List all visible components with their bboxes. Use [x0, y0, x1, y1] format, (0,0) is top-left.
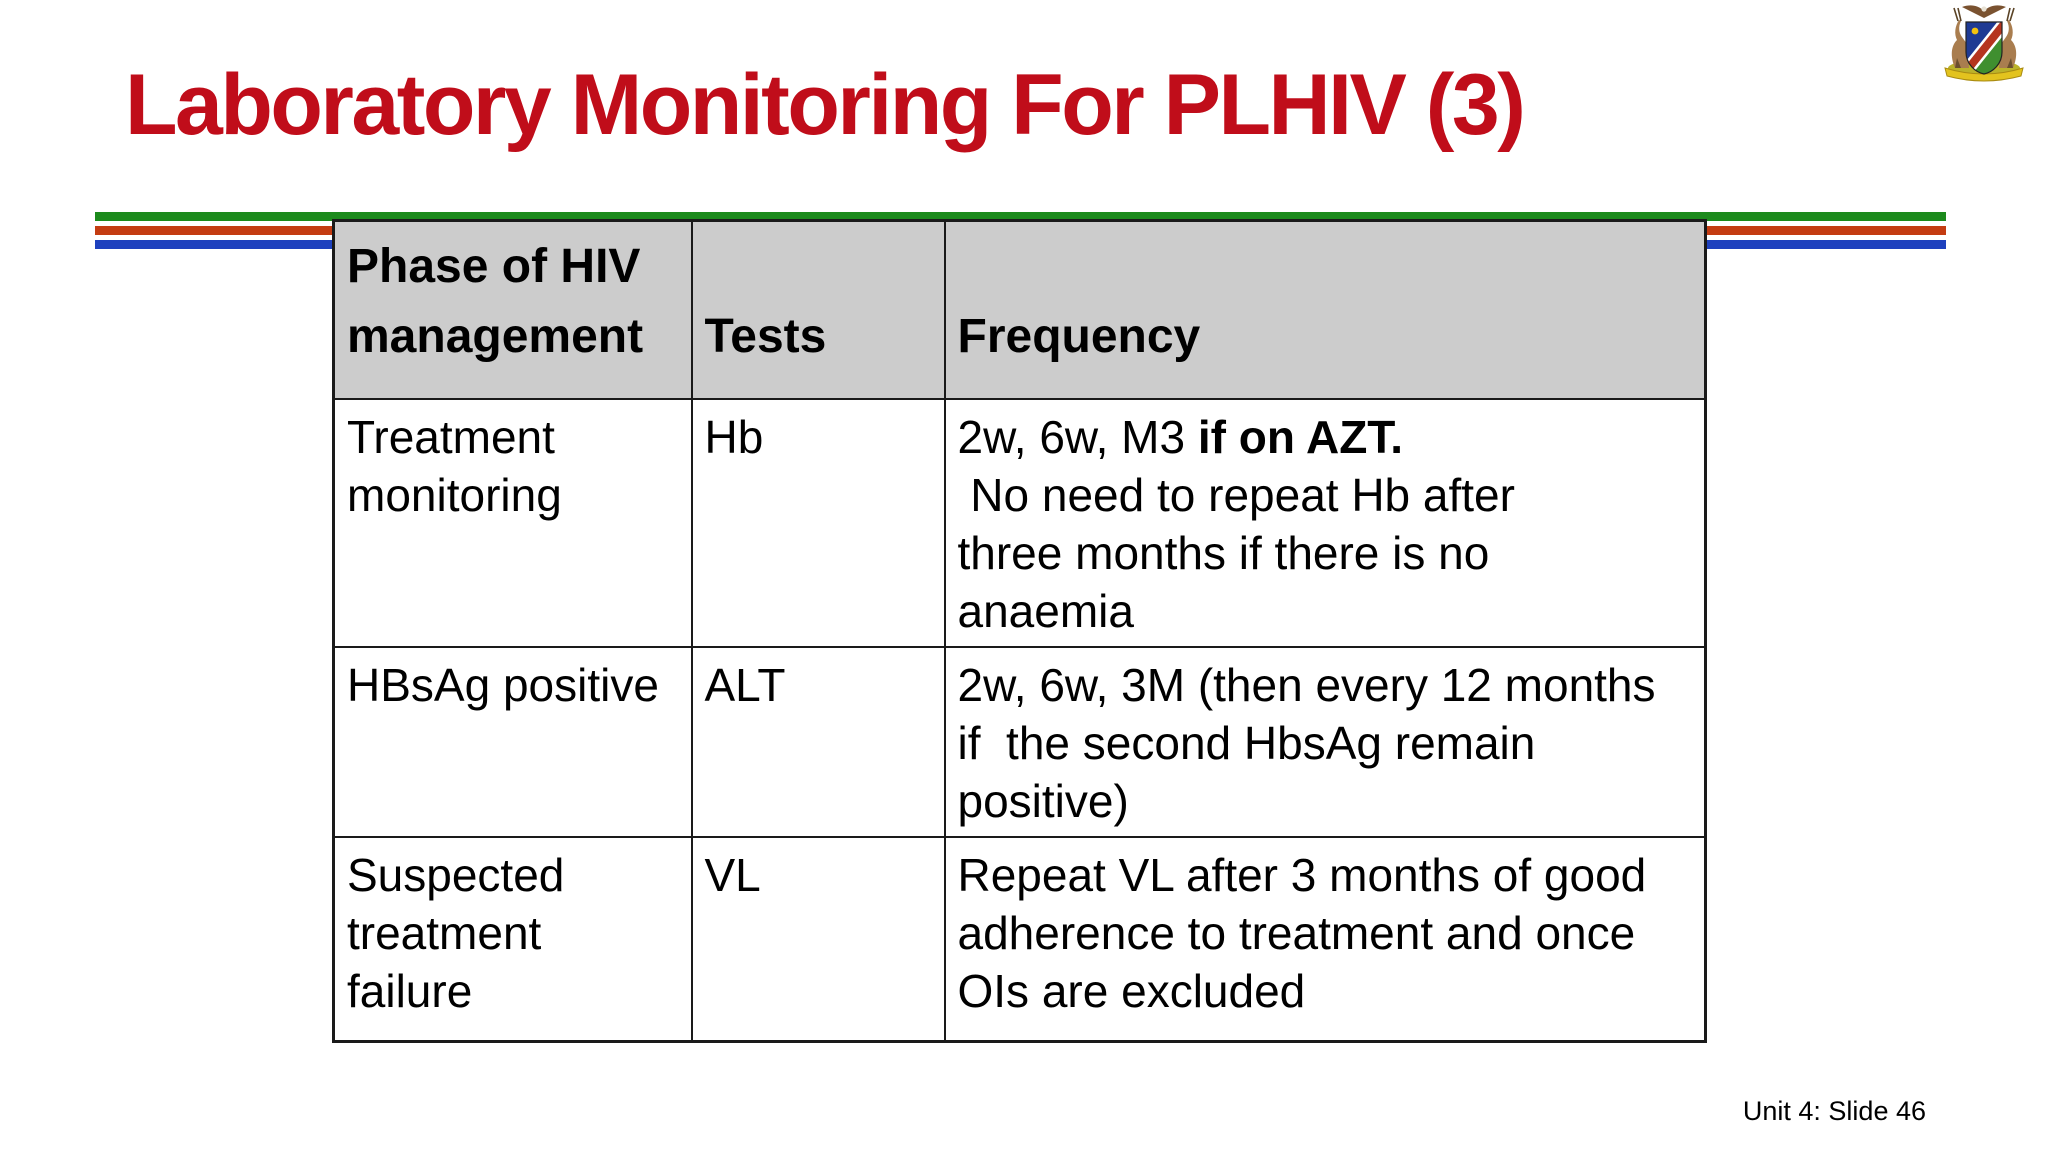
text: Repeat VL after 3 months of good	[957, 849, 1647, 901]
text: anaemia	[957, 585, 1134, 637]
namibia-coat-of-arms-logo	[1944, 5, 2024, 82]
bold-text: if on AZT.	[1197, 411, 1404, 463]
text: VL	[704, 849, 761, 901]
text: Suspected	[347, 849, 565, 901]
cell-tests: ALT	[690, 646, 946, 838]
text: Tests	[704, 310, 827, 363]
header-cell-frequency: Frequency	[943, 219, 1707, 400]
cell-tests: Hb	[690, 398, 946, 648]
text: treatment	[347, 907, 542, 959]
text: three months if there is no	[957, 527, 1490, 579]
text: adherence to treatment and once	[957, 907, 1636, 959]
header-cell-tests: Tests	[690, 219, 946, 400]
text: Phase of HIV	[347, 240, 641, 293]
slide-number: Unit 4: Slide 46	[1742, 1096, 1926, 1126]
table-row: Suspected treatment failure VL Repeat VL aft…	[332, 836, 1707, 1042]
page-title: Laboratory Monitoring For PLHIV (3)	[125, 57, 1526, 153]
cell-phase-of-hiv-management: Suspected treatment failure	[332, 836, 693, 1042]
text: ALT	[704, 659, 786, 711]
table-row: HBsAg positive ALT 2w, 6w, 3M (then every …	[332, 646, 1707, 838]
text: HBsAg positive	[347, 659, 659, 711]
monitoring-table-container: Phase of HIV management Tests Frequency Tre…	[332, 219, 1707, 1043]
header-cell-phase-of-hiv-management: Phase of HIV management	[332, 219, 693, 400]
text: Hb	[704, 411, 764, 463]
cell-frequency: Repeat VL after 3 months of good adherenc…	[943, 836, 1707, 1042]
header-row: Phase of HIV management Tests Frequency	[332, 219, 1707, 400]
cell-phase-of-hiv-management: HBsAg positive	[332, 646, 693, 838]
text: management	[347, 310, 644, 363]
lab-monitoring-table: Phase of HIV management Tests Frequency Tre…	[332, 219, 1707, 1043]
eagle-icon	[1962, 5, 2006, 18]
green-divider-stripe	[95, 212, 1946, 221]
text: No need to repeat Hb after	[957, 469, 1515, 521]
cell-frequency: 2w, 6w, 3M (then every 12 months if the s…	[943, 646, 1707, 838]
cell-tests: VL	[690, 836, 946, 1042]
text: OIs are excluded	[957, 965, 1306, 1017]
flag-shield	[1965, 21, 2003, 75]
table-row: Treatment monitoring Hb 2w, 6w, M3 if on AZ…	[332, 398, 1707, 648]
cell-phase-of-hiv-management: Treatment monitoring	[332, 398, 693, 648]
table-body: Treatment monitoring Hb 2w, 6w, M3 if on AZ…	[332, 398, 1707, 1042]
text: failure	[347, 965, 473, 1017]
text: 2w, 6w, M3	[957, 411, 1198, 463]
text: 2w, 6w, 3M (then every 12 months	[957, 659, 1656, 711]
cell-frequency: 2w, 6w, M3 if on AZT. No need to repeat …	[943, 398, 1707, 648]
text: Treatment	[347, 411, 555, 463]
oryx-right	[1999, 7, 2017, 68]
table-header-row: Phase of HIV management Tests Frequency	[332, 219, 1707, 400]
oryx-left	[1951, 7, 1969, 68]
text: monitoring	[347, 469, 562, 521]
text: if the second HbsAg remain	[957, 717, 1536, 769]
text: Frequency	[957, 310, 1201, 363]
text: positive)	[957, 775, 1129, 827]
